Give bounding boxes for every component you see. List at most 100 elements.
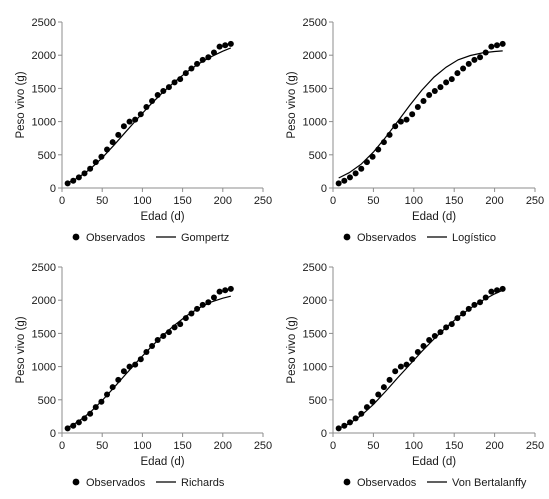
y-tick-label: 2500 <box>32 17 56 29</box>
observed-point <box>137 356 144 363</box>
observed-point <box>488 288 495 295</box>
observed-point <box>363 404 370 411</box>
x-tick-label: 0 <box>59 195 65 207</box>
observed-point <box>375 391 382 398</box>
chart-panel-4: 0 500 1000 1500 2000 2500 0 50 100 150 200 250 Edad … <box>286 262 544 489</box>
observed-point <box>177 76 184 83</box>
observed-point <box>227 40 234 47</box>
observed-point <box>64 180 71 187</box>
observed-point <box>216 288 223 295</box>
observed-point <box>448 321 455 328</box>
y-tick-label: 2000 <box>32 50 56 62</box>
y-tick-label: 1000 <box>303 117 327 129</box>
observed-point <box>222 287 229 294</box>
observed-point <box>335 180 342 187</box>
observed-point <box>120 368 127 375</box>
legend-label-model: Richards <box>181 477 225 489</box>
x-tick-label: 50 <box>96 440 108 452</box>
observed-point <box>426 92 433 99</box>
observed-point <box>109 139 116 146</box>
y-tick-label: 1500 <box>32 328 56 340</box>
observed-point <box>494 42 501 49</box>
y-tick-label: 500 <box>309 395 327 407</box>
y-tick-label: 0 <box>321 183 327 195</box>
observed-point <box>75 419 82 426</box>
legend-marker-observados <box>72 478 80 486</box>
observed-point <box>397 363 404 370</box>
observed-point <box>149 98 156 105</box>
observed-point <box>437 84 444 91</box>
observed-point <box>499 40 506 47</box>
observed-point <box>182 315 189 322</box>
x-tick-label: 250 <box>254 440 272 452</box>
y-tick-label: 2000 <box>303 50 327 62</box>
x-axis-title: Edad (d) <box>412 211 456 223</box>
observed-point <box>477 54 484 61</box>
observed-point <box>471 56 478 63</box>
model-curve <box>67 47 232 184</box>
x-tick-label: 200 <box>485 195 503 207</box>
y-axis-title: Peso vivo (g) <box>286 316 298 383</box>
legend-marker-observados <box>343 478 351 486</box>
y-tick-label: 1500 <box>303 83 327 95</box>
observed-point <box>465 60 472 67</box>
observed-point <box>126 118 133 125</box>
y-tick-label: 1000 <box>32 117 56 129</box>
observed-point <box>126 363 133 370</box>
observed-point <box>335 425 342 432</box>
x-tick-label: 100 <box>405 195 423 207</box>
x-tick-label: 100 <box>133 440 151 452</box>
observed-point <box>420 98 427 105</box>
observed-point <box>109 384 116 391</box>
observed-point <box>403 116 410 123</box>
legend-label-model: Logístico <box>452 232 496 244</box>
chart-panel-3: 0 500 1000 1500 2000 2500 0 50 100 150 200 250 Edad … <box>15 262 272 489</box>
observed-point <box>454 70 461 77</box>
observed-point <box>115 131 122 138</box>
model-curve <box>338 50 503 179</box>
observed-point <box>448 76 455 83</box>
legend-label-observados: Observados <box>86 232 146 244</box>
x-tick-label: 100 <box>133 195 151 207</box>
x-tick-label: 50 <box>96 195 108 207</box>
x-tick-label: 0 <box>330 195 336 207</box>
x-tick-label: 200 <box>214 440 232 452</box>
y-axis-title: Peso vivo (g) <box>15 316 27 383</box>
y-tick-label: 2500 <box>32 262 56 274</box>
observed-point <box>227 285 234 292</box>
x-tick-label: 50 <box>367 195 379 207</box>
model-curve <box>67 295 231 429</box>
observed-point <box>409 111 416 118</box>
observed-point <box>98 153 105 160</box>
observed-point <box>392 368 399 375</box>
y-tick-label: 2000 <box>303 295 327 307</box>
y-tick-label: 2500 <box>303 17 327 29</box>
x-tick-label: 150 <box>445 195 463 207</box>
observed-point <box>81 415 88 422</box>
observed-point <box>222 42 229 49</box>
observed-point <box>488 43 495 50</box>
y-tick-label: 0 <box>50 183 56 195</box>
chart-panel-2: 0 500 1000 1500 2000 2500 0 50 100 150 200 250 Edad … <box>286 17 544 244</box>
x-tick-label: 150 <box>173 195 191 207</box>
chart-panel-1: 0 500 1000 1500 2000 2500 0 50 100 150 200 250 Edad … <box>15 17 272 244</box>
observed-point <box>386 376 393 383</box>
y-tick-label: 0 <box>50 428 56 440</box>
y-tick-label: 500 <box>38 395 56 407</box>
observed-point <box>358 165 365 172</box>
x-tick-label: 100 <box>405 440 423 452</box>
y-axis-title: Peso vivo (g) <box>15 71 27 138</box>
model-curve <box>338 289 503 429</box>
observed-point <box>414 103 421 110</box>
y-tick-label: 2500 <box>303 262 327 274</box>
observed-point <box>210 294 217 301</box>
y-tick-label: 2000 <box>32 295 56 307</box>
x-tick-label: 0 <box>330 440 336 452</box>
legend-label-observados: Observados <box>357 477 417 489</box>
observed-point <box>87 410 94 417</box>
x-axis-title: Edad (d) <box>140 456 184 468</box>
legend-label-model: Von Bertalanffy <box>452 477 527 489</box>
x-tick-label: 200 <box>214 195 232 207</box>
x-tick-label: 200 <box>485 440 503 452</box>
y-tick-label: 1000 <box>32 362 56 374</box>
